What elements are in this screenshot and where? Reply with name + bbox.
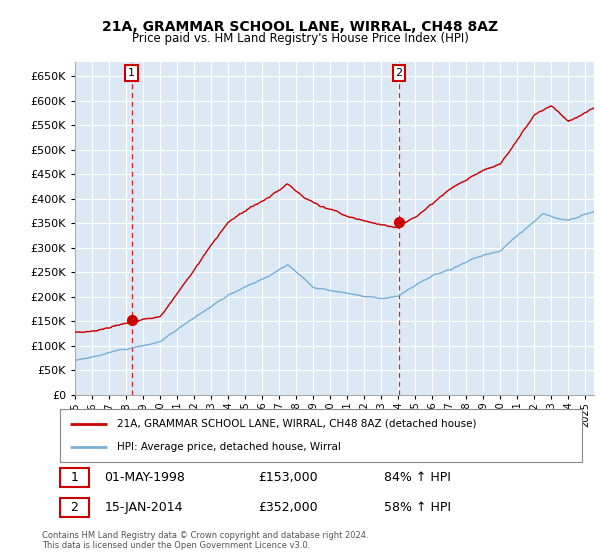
FancyBboxPatch shape	[60, 409, 582, 462]
Text: 15-JAN-2014: 15-JAN-2014	[104, 501, 183, 514]
Text: 84% ↑ HPI: 84% ↑ HPI	[383, 471, 451, 484]
Text: 01-MAY-1998: 01-MAY-1998	[104, 471, 185, 484]
Text: HPI: Average price, detached house, Wirral: HPI: Average price, detached house, Wirr…	[118, 442, 341, 452]
Text: 2: 2	[395, 68, 403, 78]
Text: 1: 1	[128, 68, 135, 78]
Text: Contains HM Land Registry data © Crown copyright and database right 2024.: Contains HM Land Registry data © Crown c…	[42, 531, 368, 540]
Text: 2: 2	[70, 501, 78, 514]
Text: £352,000: £352,000	[259, 501, 318, 514]
Text: 21A, GRAMMAR SCHOOL LANE, WIRRAL, CH48 8AZ (detached house): 21A, GRAMMAR SCHOOL LANE, WIRRAL, CH48 8…	[118, 419, 477, 429]
Text: 1: 1	[70, 471, 78, 484]
Text: Price paid vs. HM Land Registry's House Price Index (HPI): Price paid vs. HM Land Registry's House …	[131, 32, 469, 45]
Text: 21A, GRAMMAR SCHOOL LANE, WIRRAL, CH48 8AZ: 21A, GRAMMAR SCHOOL LANE, WIRRAL, CH48 8…	[102, 20, 498, 34]
Text: 58% ↑ HPI: 58% ↑ HPI	[383, 501, 451, 514]
Text: £153,000: £153,000	[259, 471, 318, 484]
FancyBboxPatch shape	[60, 498, 89, 516]
FancyBboxPatch shape	[60, 468, 89, 487]
Text: This data is licensed under the Open Government Licence v3.0.: This data is licensed under the Open Gov…	[42, 541, 310, 550]
